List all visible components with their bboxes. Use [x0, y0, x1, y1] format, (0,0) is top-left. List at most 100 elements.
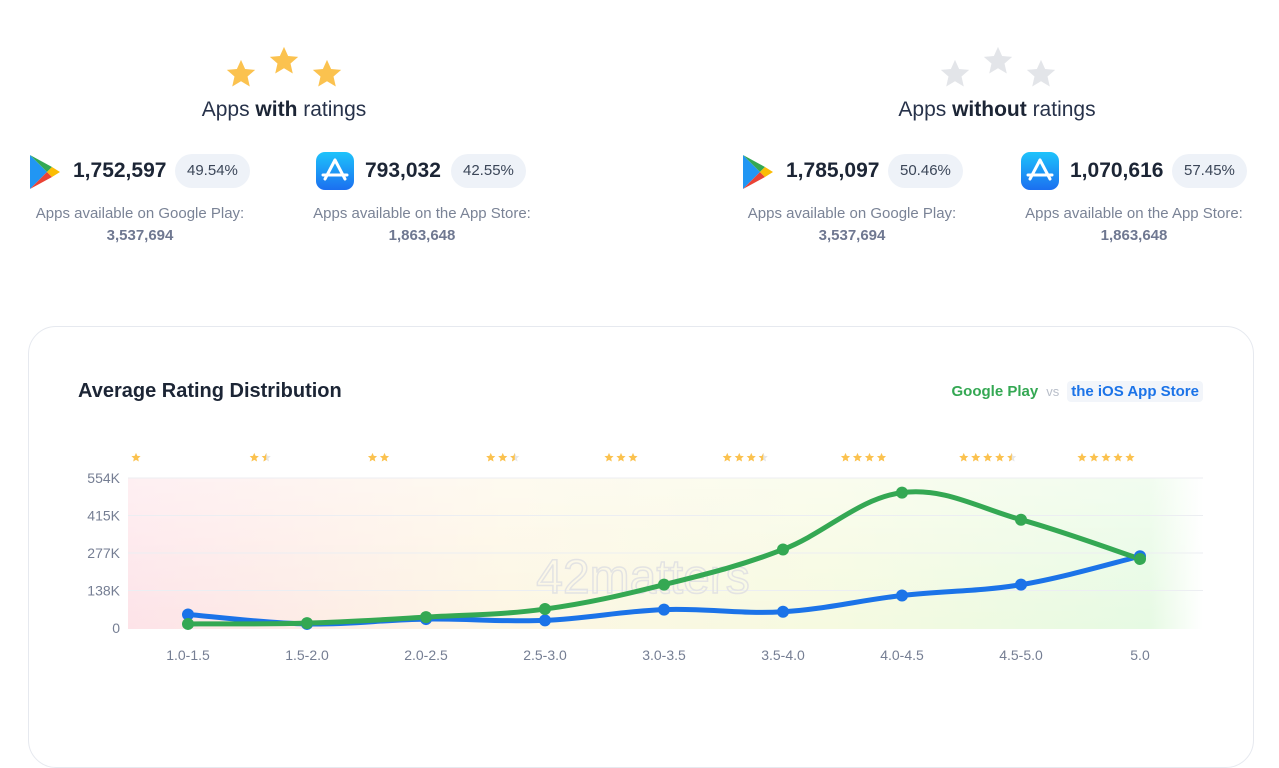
star-outline-icon: [983, 46, 1013, 74]
star-rating-3.5: [722, 452, 768, 462]
star-icon: [498, 452, 508, 462]
watermark: 42matters: [536, 551, 749, 604]
half-star-icon: [1007, 452, 1017, 462]
star-icon: [604, 452, 614, 462]
google-play-count: 1,752,597: [73, 159, 167, 182]
google-play-point[interactable]: [420, 611, 432, 624]
star-icon: [379, 452, 390, 462]
x-tick-label: 1.5-2.0: [285, 647, 329, 663]
star-icon: [486, 452, 496, 462]
star-icon: [1101, 452, 1111, 462]
google-play-percent: 50.46%: [888, 154, 963, 188]
star-icon: [746, 452, 756, 462]
google-play-icon: [30, 155, 60, 189]
google-play-point[interactable]: [777, 543, 789, 556]
chart-legend: Google Play vs the iOS App Store: [951, 381, 1203, 402]
app-store-count: 793,032: [365, 159, 441, 182]
ios-point[interactable]: [658, 603, 670, 616]
app-store-percent: 57.45%: [1172, 154, 1247, 188]
app-store-percent: 42.55%: [451, 154, 526, 188]
ios-point[interactable]: [182, 608, 194, 621]
legend-vs: vs: [1046, 384, 1060, 399]
panel-title: Apps with ratings: [201, 98, 367, 121]
star-icon: [131, 452, 141, 462]
x-tick-label: 2.0-2.5: [404, 647, 448, 663]
star-icon: [959, 452, 969, 462]
google-play-icon: [743, 155, 773, 189]
x-tick-label: 2.5-3.0: [523, 647, 567, 663]
star-icon: [840, 452, 851, 462]
panel-title: Apps without ratings: [898, 98, 1096, 121]
y-tick-label: 415K: [87, 508, 120, 524]
google-play-stat: 1,785,097 50.46%: [741, 152, 991, 192]
google-play-point[interactable]: [301, 617, 313, 630]
star-rating-1.5: [249, 452, 271, 462]
y-tick-label: 277K: [87, 545, 120, 561]
star-rating-row: [131, 452, 1135, 462]
star-icon: [876, 452, 887, 462]
google-play-available: Apps available on Google Play: 3,537,694: [35, 205, 245, 244]
x-axis-ticks: 1.0-1.5 1.5-2.0 2.0-2.5 2.5-3.0 3.0-3.5 3.5-4…: [166, 647, 1150, 663]
x-tick-label: 4.5-5.0: [999, 647, 1043, 663]
chart-series: [182, 486, 1146, 630]
ios-point[interactable]: [539, 614, 551, 627]
half-star-icon: [510, 452, 520, 462]
star-icon: [864, 452, 875, 462]
x-tick-label: 4.0-4.5: [880, 647, 924, 663]
star-rating-4: [840, 452, 887, 462]
apps-without-ratings-panel: Apps without ratings 1,785,097 50.46% Ap…: [640, 0, 1279, 300]
google-play-point[interactable]: [1015, 513, 1027, 526]
star-icon: [249, 452, 259, 462]
rating-distribution-chart: 0 138K 277K 415K 554K 1.0-1.5 1.5-2.0 2.0-2.5 2…: [87, 452, 1203, 663]
star-icon: [226, 59, 256, 87]
app-store-available: Apps available on the App Store: 1,863,6…: [1025, 205, 1243, 244]
star-icon: [722, 452, 732, 462]
star-icon: [269, 46, 299, 74]
unrated-stars: [928, 44, 1068, 94]
star-icon: [995, 452, 1005, 462]
ios-point[interactable]: [777, 605, 789, 618]
star-rating-3: [604, 452, 638, 462]
legend-ios[interactable]: the iOS App Store: [1067, 381, 1203, 402]
ios-point[interactable]: [896, 589, 908, 602]
google-play-point[interactable]: [1134, 552, 1146, 565]
star-rating-2.5: [486, 452, 520, 462]
star-icon: [1089, 452, 1099, 462]
google-play-percent: 49.54%: [175, 154, 250, 188]
star-icon: [852, 452, 863, 462]
star-icon: [367, 452, 378, 462]
star-outline-icon: [1026, 59, 1056, 87]
google-play-point[interactable]: [182, 617, 194, 630]
star-outline-icon: [940, 59, 970, 87]
app-store-count: 1,070,616: [1070, 159, 1164, 182]
y-tick-label: 138K: [87, 583, 120, 599]
rated-stars: [214, 44, 354, 94]
half-star-icon: [261, 452, 271, 462]
star-rating-1: [131, 452, 141, 462]
app-store-icon: [1021, 152, 1059, 190]
legend-google-play[interactable]: Google Play: [951, 383, 1039, 400]
google-play-point[interactable]: [658, 578, 670, 591]
star-icon: [971, 452, 981, 462]
half-star-icon: [758, 452, 768, 462]
star-rating-4.5: [959, 452, 1017, 462]
x-tick-label: 5.0: [1130, 647, 1150, 663]
star-icon: [616, 452, 626, 462]
star-rating-5: [1077, 452, 1135, 462]
star-icon: [734, 452, 744, 462]
x-tick-label: 3.5-4.0: [761, 647, 805, 663]
chart-title: Average Rating Distribution: [78, 380, 342, 402]
ios-point[interactable]: [1015, 578, 1027, 591]
star-icon: [628, 452, 638, 462]
app-store-stat: 1,070,616 57.45%: [1021, 152, 1271, 192]
x-tick-label: 1.0-1.5: [166, 647, 210, 663]
star-icon: [312, 59, 342, 87]
app-store-stat: 793,032 42.55%: [316, 152, 546, 192]
app-store-available: Apps available on the App Store: 1,863,6…: [313, 205, 531, 244]
google-play-point[interactable]: [896, 486, 908, 499]
google-play-point[interactable]: [539, 603, 551, 616]
star-icon: [1125, 452, 1135, 462]
app-store-icon: [316, 152, 354, 190]
star-icon: [983, 452, 993, 462]
apps-with-ratings-panel: Apps with ratings 1,752,597 49.54% Apps …: [0, 0, 640, 300]
